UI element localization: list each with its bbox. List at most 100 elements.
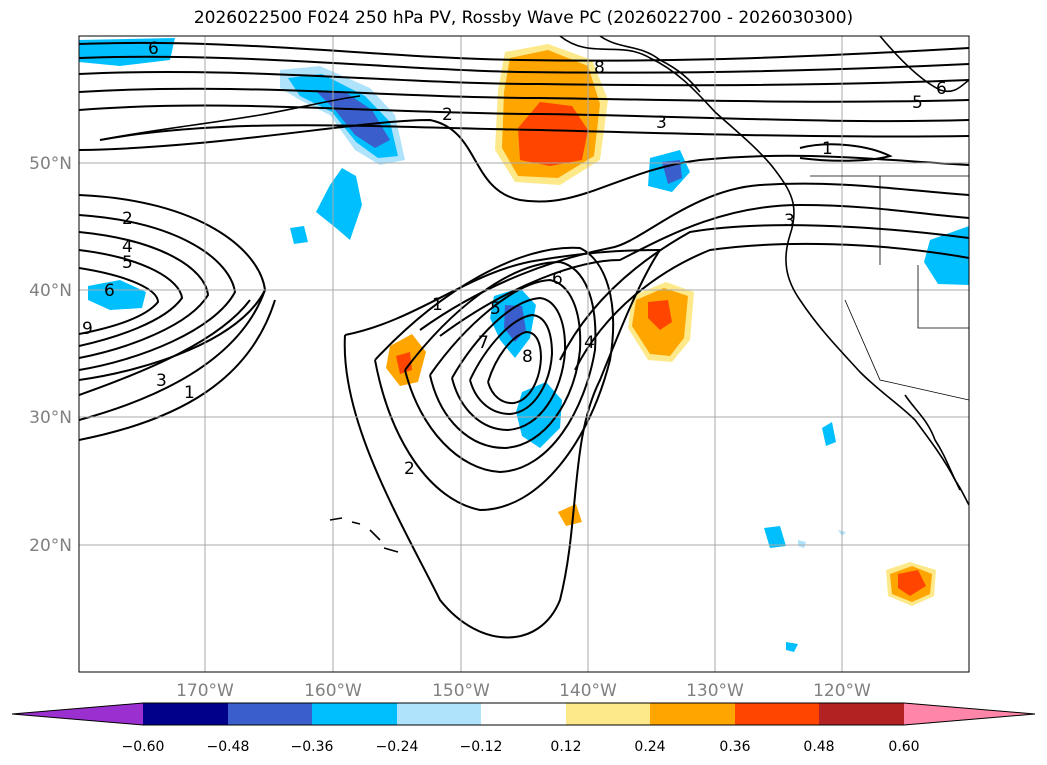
colorbar-tick: 0.12 xyxy=(550,739,581,755)
negative-anomaly-patch xyxy=(786,642,798,652)
colorbar-tick: −0.60 xyxy=(122,739,165,755)
positive-anomaly-patch xyxy=(898,570,926,596)
aleutian-chain xyxy=(99,95,361,141)
pv-contour xyxy=(404,260,597,474)
contour-label: 3 xyxy=(784,211,795,231)
pv-contour xyxy=(79,87,969,103)
contour-labels: 6 8 5 6 2 3 1 2 4 5 6 9 3 1 1 6 7 8 4 2 … xyxy=(82,39,947,479)
contour-label: 1 xyxy=(184,383,195,403)
positive-anomaly-patch xyxy=(648,300,672,330)
pv-contours xyxy=(79,41,969,639)
pv-contour xyxy=(79,249,184,347)
colorbar-segment xyxy=(312,703,397,725)
pv-contour xyxy=(439,203,969,337)
positive-anomaly-patch xyxy=(558,504,582,526)
pv-contour xyxy=(469,313,554,416)
colorbar-segment xyxy=(819,703,904,725)
negative-anomaly-patch xyxy=(822,422,836,446)
pv-contour xyxy=(79,289,266,421)
hawaii-islands xyxy=(329,517,399,553)
pv-contour xyxy=(374,246,615,512)
colorbar-segment xyxy=(566,703,650,725)
contour-label: 5 xyxy=(912,93,923,113)
negative-anomaly-patch xyxy=(79,38,175,66)
borders xyxy=(810,175,969,401)
baja-coast xyxy=(904,394,961,491)
state-border xyxy=(844,299,969,401)
longitude-labels: 170°W 160°W 150°W 140°W 130°W 120°W xyxy=(176,681,871,701)
colorbar-tick: 0.36 xyxy=(719,739,750,755)
latitude-labels: 50°N 40°N 30°N 20°N xyxy=(29,154,72,556)
lon-label: 120°W xyxy=(813,681,871,701)
colorbar-tick: 0.48 xyxy=(803,739,834,755)
contour-label: 4 xyxy=(584,333,595,353)
pv-contour xyxy=(559,224,969,361)
lat-label: 40°N xyxy=(29,281,72,301)
colorbar-segment xyxy=(735,703,819,725)
graticule xyxy=(79,36,969,672)
lat-label: 50°N xyxy=(29,154,72,174)
contour-label: 2 xyxy=(122,209,133,229)
colorbar-segment xyxy=(143,703,228,725)
pv-contour xyxy=(79,299,251,396)
lon-label: 150°W xyxy=(432,681,490,701)
coastlines xyxy=(99,36,969,553)
pv-contour xyxy=(429,278,582,450)
contour-label: 6 xyxy=(104,281,115,301)
pv-contour xyxy=(343,249,661,639)
pv-contour xyxy=(79,118,969,203)
pv-contour xyxy=(79,267,160,335)
contour-label: 3 xyxy=(156,371,167,391)
pv-contour xyxy=(344,249,661,336)
positive-anomaly-patch xyxy=(396,352,412,374)
colorbar-tick: −0.36 xyxy=(291,739,334,755)
negative-anomaly-patch xyxy=(88,280,146,310)
negative-anomaly-patch xyxy=(290,226,308,244)
pv-contour xyxy=(79,55,969,74)
contour-label: 2 xyxy=(404,459,415,479)
colorbar-segment xyxy=(397,703,481,725)
pv-contour xyxy=(487,330,543,405)
negative-anomaly-patch xyxy=(764,526,786,548)
contour-label: 2 xyxy=(442,105,453,125)
map-title: 2026022500 F024 250 hPa PV, Rossby Wave … xyxy=(193,8,854,28)
lon-label: 160°W xyxy=(304,681,362,701)
contour-label: 3 xyxy=(656,113,667,133)
lat-label: 20°N xyxy=(29,536,72,556)
pv-contour xyxy=(79,231,210,359)
positive-anomaly-patch xyxy=(518,102,588,166)
contour-label: 5 xyxy=(490,299,501,319)
contour-label: 7 xyxy=(478,333,489,353)
contour-label: 1 xyxy=(432,295,443,315)
hudson-coast xyxy=(879,36,969,93)
pv-contour xyxy=(419,182,969,331)
contour-label: 5 xyxy=(122,253,133,273)
state-border xyxy=(917,265,969,329)
lon-label: 140°W xyxy=(559,681,617,701)
contour-label: 6 xyxy=(148,39,159,59)
negative-anomaly-patch xyxy=(798,540,806,548)
pv-contour xyxy=(799,143,893,162)
contour-label: 8 xyxy=(594,58,605,78)
contour-label: 1 xyxy=(822,139,833,159)
colorbar-tick: −0.12 xyxy=(460,739,503,755)
contour-label: 9 xyxy=(82,319,93,339)
colorbar-extend-left xyxy=(12,703,143,725)
pv-contour xyxy=(79,104,969,123)
colorbar-tick: −0.48 xyxy=(207,739,250,755)
negative-anomaly-patch xyxy=(316,168,362,240)
pv-contour xyxy=(79,214,237,371)
pv-contour xyxy=(79,70,969,87)
pv-contour xyxy=(451,296,567,432)
alaska-coast xyxy=(599,36,701,93)
lat-label: 30°N xyxy=(29,408,72,428)
colorbar-tick: −0.24 xyxy=(376,739,419,755)
colorbar-segment xyxy=(650,703,735,725)
negative-anomaly-patch xyxy=(924,226,969,285)
map-frame xyxy=(78,35,970,673)
lon-label: 130°W xyxy=(686,681,744,701)
colorbar-segment xyxy=(228,703,312,725)
pv-contour xyxy=(79,41,969,62)
contour-label: 4 xyxy=(122,237,133,257)
